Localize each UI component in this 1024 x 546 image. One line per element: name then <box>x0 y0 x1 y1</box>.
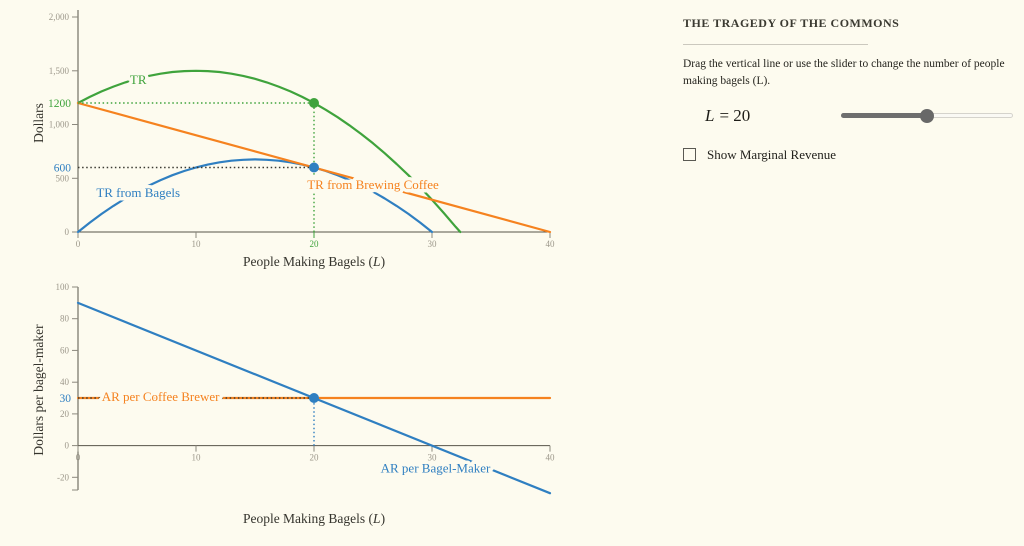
L-value: = 20 <box>719 105 751 125</box>
series-label-ar-per-coffee-brewer: AR per Coffee Brewer <box>102 389 220 404</box>
y-tick-label: 1,000 <box>49 120 70 130</box>
series-label-tr-from-brewing-coffee: TR from Brewing Coffee <box>307 177 439 192</box>
x-axis: 0 10 20 30 40 <box>76 231 556 249</box>
x-tick-label: 40 <box>546 239 556 249</box>
point-marker[interactable] <box>309 98 319 108</box>
control-panel: THE TRAGEDY OF THE COMMONS Drag the vert… <box>683 14 1013 163</box>
highlighted-y-value-label: 1200 <box>48 98 71 110</box>
L-value-label: L = 20 <box>705 106 750 126</box>
highlighted-y-value-label: 600 <box>54 163 72 175</box>
x-tick-label: 30 <box>428 453 438 463</box>
show-marginal-revenue-row: Show Marginal Revenue <box>683 147 1013 163</box>
x-tick-label-highlighted: 20 <box>310 239 320 249</box>
divider <box>683 44 868 45</box>
show-marginal-revenue-label: Show Marginal Revenue <box>707 146 837 162</box>
total-revenue-chart: 0 500 1,000 1,500 2,000 1200 600 0 10 20 30 40 TR TR … <box>31 10 556 269</box>
y-axis-title: Dollars per bagel-maker <box>31 324 46 456</box>
series-line-tr <box>76 69 462 234</box>
y-axis: -20 0 20 40 60 80 100 30 <box>56 282 79 491</box>
series-label-ar-per-bagel-maker: AR per Bagel-Maker <box>381 460 491 475</box>
slider-row: L = 20 <box>683 105 1013 127</box>
x-axis-title: People Making Bagels (L) <box>243 511 385 526</box>
x-tick-label: 10 <box>192 239 202 249</box>
y-tick-label: 500 <box>56 173 70 183</box>
series-label-tr: TR <box>130 72 147 87</box>
series-label-tr-from-bagels: TR from Bagels <box>96 185 180 200</box>
y-tick-label: 40 <box>60 377 70 387</box>
x-tick-label: 0 <box>76 239 81 249</box>
instructions-text: Drag the vertical line or use the slider… <box>683 58 1005 88</box>
L-slider[interactable] <box>841 108 1013 124</box>
y-tick-label: 80 <box>60 314 70 324</box>
slider-handle[interactable] <box>920 108 934 123</box>
highlighted-y-value-label: 30 <box>60 393 72 405</box>
y-tick-label: 0 <box>65 441 70 451</box>
series-line-tr-from-bagels <box>76 158 434 234</box>
y-axis: 0 500 1,000 1,500 2,000 1200 600 <box>48 10 79 237</box>
x-axis-title: People Making Bagels (L) <box>243 254 385 269</box>
y-tick-label: 0 <box>65 227 70 237</box>
y-axis-title: Dollars <box>31 103 46 143</box>
point-marker[interactable] <box>309 393 319 403</box>
L-variable: L <box>705 105 715 125</box>
panel-title: THE TRAGEDY OF THE COMMONS <box>683 16 900 30</box>
x-tick-label: 0 <box>76 453 81 463</box>
average-revenue-chart: -20 0 20 40 60 80 100 30 0 10 20 30 40 AR per Coffee … <box>31 282 556 526</box>
x-tick-label: 20 <box>310 453 320 463</box>
show-marginal-revenue-checkbox[interactable] <box>683 148 696 161</box>
y-tick-label: 2,000 <box>49 12 70 22</box>
y-tick-label: -20 <box>57 472 69 482</box>
x-tick-label: 10 <box>192 453 202 463</box>
point-marker[interactable] <box>309 162 319 173</box>
y-tick-label: 60 <box>60 345 70 355</box>
y-tick-label: 100 <box>56 282 70 292</box>
y-tick-label: 20 <box>60 409 70 419</box>
x-tick-label: 30 <box>428 239 438 249</box>
x-tick-label: 40 <box>546 453 556 463</box>
y-tick-label: 1,500 <box>49 66 70 76</box>
slider-fill <box>841 113 926 118</box>
